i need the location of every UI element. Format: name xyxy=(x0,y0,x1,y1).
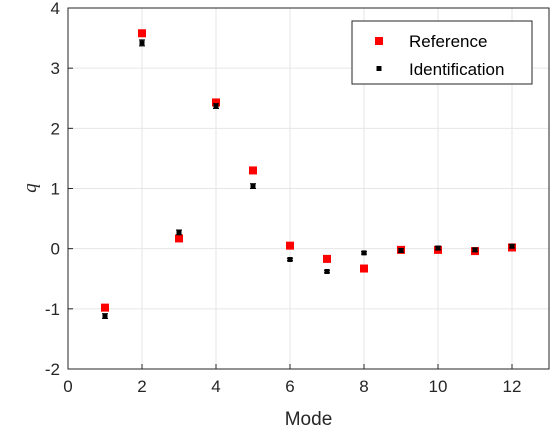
reference-point xyxy=(175,234,183,243)
identification-point xyxy=(213,103,219,109)
identification-point xyxy=(102,313,108,319)
identification-point xyxy=(287,256,293,262)
reference-point xyxy=(101,303,109,312)
identification-point xyxy=(398,247,404,253)
identification-point xyxy=(509,243,515,249)
y-tick-label: -1 xyxy=(45,300,60,319)
legend-label-identification: Identification xyxy=(409,60,504,79)
grid xyxy=(68,7,549,370)
identification-point xyxy=(435,245,441,251)
identification-point xyxy=(250,183,256,189)
legend-label-reference: Reference xyxy=(409,32,487,51)
identification-point xyxy=(361,250,367,256)
x-axis-title: Mode xyxy=(285,409,333,430)
reference-point xyxy=(212,98,220,107)
x-tick-label: 6 xyxy=(285,377,294,396)
y-tick-label: 1 xyxy=(51,180,60,199)
y-axis-title: q xyxy=(20,183,41,193)
x-tick-label: 8 xyxy=(359,377,368,396)
y-tick-label: 3 xyxy=(51,59,60,78)
legend-marker-reference xyxy=(375,37,383,45)
x-tick-label: 4 xyxy=(211,377,220,396)
reference-point xyxy=(286,241,294,250)
y-tick-label: 2 xyxy=(51,119,60,138)
axes-box xyxy=(67,7,550,370)
identification-point xyxy=(176,229,182,235)
identification-point xyxy=(139,40,145,46)
legend-box xyxy=(351,20,533,85)
y-tick-label: -2 xyxy=(45,360,60,379)
reference-point xyxy=(138,29,146,38)
data-marks xyxy=(101,29,516,319)
reference-point xyxy=(323,254,331,263)
reference-point xyxy=(360,264,368,273)
identification-point xyxy=(324,269,330,275)
reference-point xyxy=(249,166,257,175)
x-tick-label: 10 xyxy=(429,377,448,396)
identification-point xyxy=(472,247,478,253)
x-tick-label: 0 xyxy=(63,377,72,396)
y-tick-label: 4 xyxy=(51,0,60,18)
y-tick-label: 0 xyxy=(51,240,60,259)
legend: Reference Identification xyxy=(351,20,533,85)
x-tick-label: 2 xyxy=(137,377,146,396)
legend-marker-identification xyxy=(376,66,382,71)
x-tick-label: 12 xyxy=(503,377,522,396)
